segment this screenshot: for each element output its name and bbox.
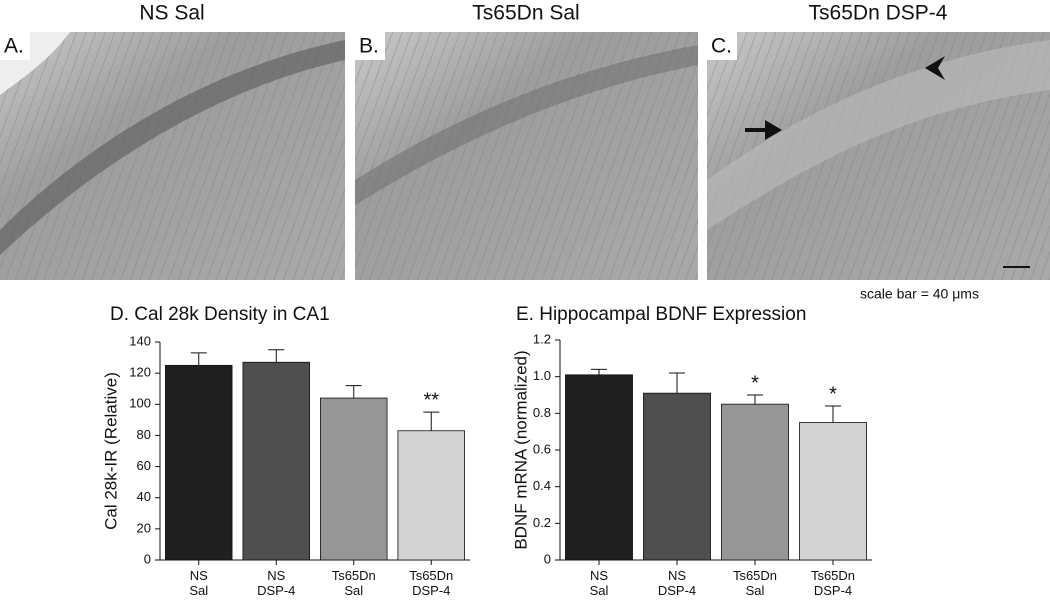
y-tick-label: 0	[544, 551, 551, 566]
y-tick-label: 60	[137, 458, 151, 473]
x-tick-label: Ts65Dn DSP-4	[810, 568, 856, 598]
x-tick-label: Ts65Dn Sal	[331, 568, 376, 598]
panel-title: NS Sal	[139, 2, 204, 25]
bar	[643, 392, 711, 561]
y-tick-label: 120	[129, 365, 151, 380]
panel-letter-box	[0, 32, 30, 60]
y-tick-label: 0.4	[533, 478, 551, 493]
arrow	[745, 120, 782, 140]
y-tick-label: 1.2	[533, 331, 551, 346]
bar	[721, 403, 789, 561]
y-tick-label: 1.0	[533, 368, 551, 383]
panel-letter: A.	[4, 35, 24, 58]
panel-title: Ts65Dn Sal	[472, 2, 579, 25]
chart-title: E. Hippocampal BDNF Expression	[516, 304, 806, 325]
micrograph-c	[707, 32, 1050, 280]
significance-marker: **	[423, 389, 439, 411]
y-tick-label: 100	[129, 396, 151, 411]
panel-letter: B.	[359, 35, 379, 58]
y-tick-label: 20	[137, 520, 151, 535]
bar	[165, 364, 233, 561]
bar	[565, 374, 633, 561]
bar	[397, 430, 465, 561]
x-tick-label: NS Sal	[589, 568, 609, 598]
panel-letter-box	[355, 32, 385, 60]
panel-title: Ts65Dn DSP-4	[809, 2, 948, 25]
y-tick-label: 0.2	[533, 515, 551, 530]
y-tick-label: 0	[144, 551, 151, 566]
y-tick-label: 140	[129, 333, 151, 348]
y-tick-label: 0.8	[533, 405, 551, 420]
panel-letter-box	[707, 32, 737, 60]
x-tick-label: NS Sal	[189, 568, 209, 598]
micrograph-b	[355, 32, 698, 280]
micrograph-a	[0, 32, 345, 280]
scale-bar-label: scale bar = 40 μms	[860, 286, 979, 302]
panel-letter: C.	[711, 35, 732, 58]
x-tick-label: NS DSP-4	[657, 568, 697, 598]
bar	[242, 361, 310, 561]
y-tick-label: 40	[137, 489, 151, 504]
significance-marker: *	[751, 372, 759, 394]
bar	[799, 422, 867, 561]
y-tick-label: 0.6	[533, 441, 551, 456]
x-tick-label: NS DSP-4	[257, 568, 296, 598]
y-tick-label: 80	[137, 427, 151, 442]
bar	[320, 397, 388, 561]
y-axis-label: BDNF mRNA (normalized)	[511, 350, 530, 549]
y-axis-label: Cal 28k-IR (Relative)	[101, 372, 120, 530]
chart-title: D. Cal 28k Density in CA1	[110, 304, 330, 325]
x-tick-label: Ts65Dn Sal	[732, 568, 778, 598]
arrowhead	[925, 56, 945, 80]
significance-marker: *	[829, 383, 837, 405]
x-tick-label: Ts65Dn DSP-4	[409, 568, 454, 598]
